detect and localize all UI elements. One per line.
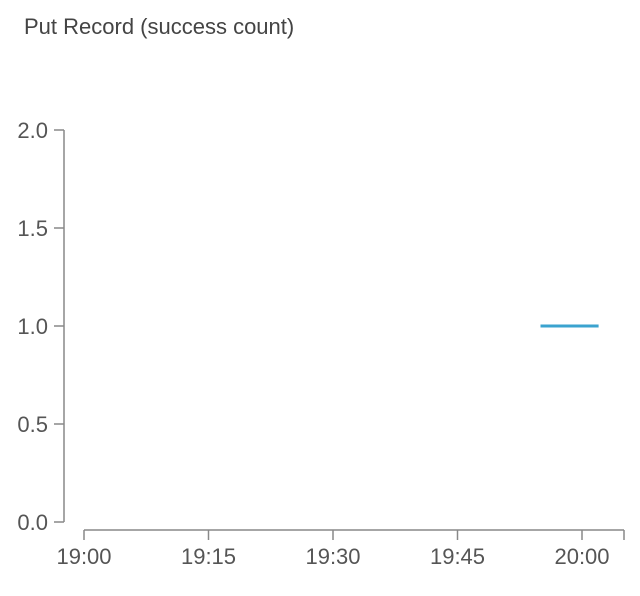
- x-tick-label: 19:15: [181, 544, 236, 569]
- chart-title: Put Record (success count): [24, 14, 295, 39]
- y-tick-label: 1.0: [17, 314, 48, 339]
- x-axis: 19:00 19:15 19:30 19:45 20:00: [56, 529, 625, 569]
- x-tick-label: 19:00: [56, 544, 111, 569]
- x-tick-label: 19:30: [305, 544, 360, 569]
- y-tick-label: 1.5: [17, 216, 48, 241]
- y-axis: 0.0 0.5 1.0 1.5 2.0: [17, 118, 65, 535]
- x-tick-label: 19:45: [430, 544, 485, 569]
- x-tick-label: 20:00: [554, 544, 609, 569]
- y-tick-label: 0.5: [17, 412, 48, 437]
- y-tick-label: 0.0: [17, 510, 48, 535]
- y-tick-label: 2.0: [17, 118, 48, 143]
